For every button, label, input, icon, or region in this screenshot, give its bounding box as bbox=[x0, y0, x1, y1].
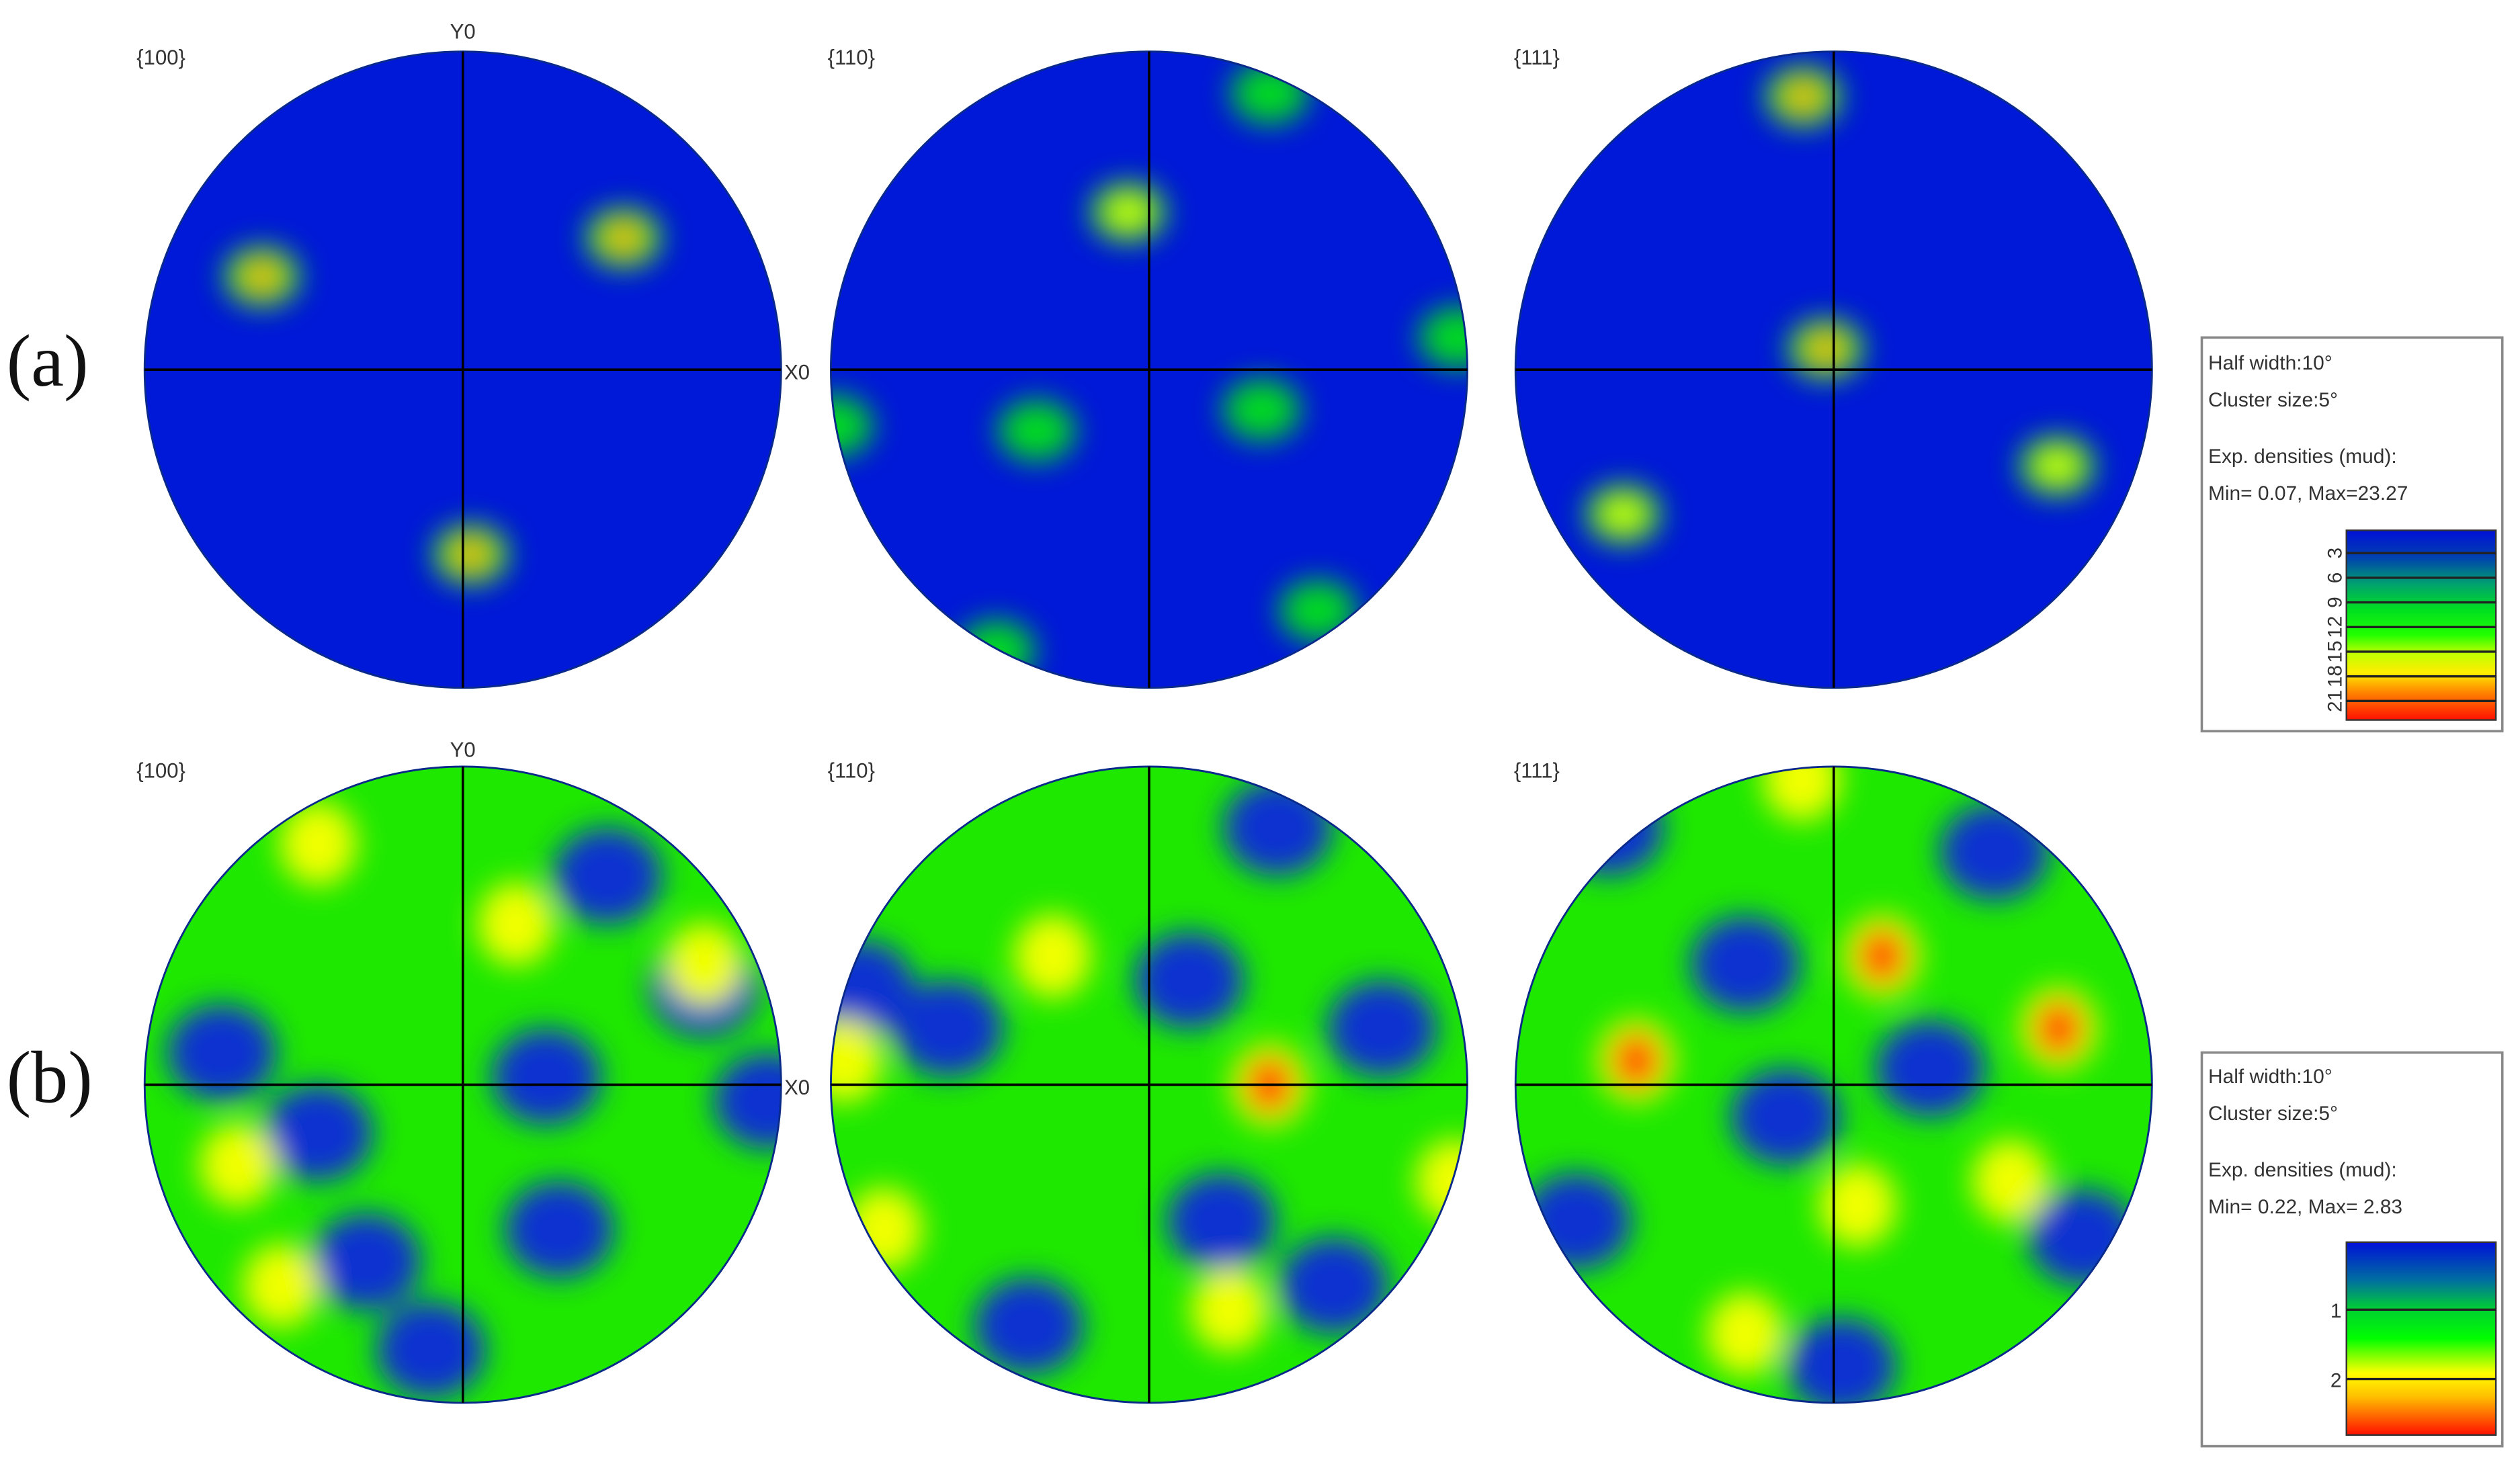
legend-a-densities-label: Exp. densities (mud): bbox=[2208, 445, 2397, 468]
pole-figure-b-110 bbox=[830, 765, 1468, 1404]
density-low bbox=[831, 940, 915, 1037]
density-low bbox=[1875, 1020, 1985, 1117]
density-max bbox=[1859, 929, 1905, 984]
density-low bbox=[1327, 980, 1437, 1077]
legend-b-min-max: Min= 0.22, Max= 2.83 bbox=[2208, 1196, 2402, 1218]
density-peak-core bbox=[2036, 449, 2078, 482]
colorbar bbox=[2345, 1241, 2497, 1436]
plot-title-a-110: {110} bbox=[828, 46, 875, 69]
density-low bbox=[1279, 1237, 1389, 1334]
density-high bbox=[199, 1123, 277, 1207]
density-high bbox=[243, 1244, 320, 1328]
colorbar-tick-label: 15 bbox=[2324, 640, 2347, 662]
pole-figure-a-100 bbox=[143, 50, 782, 689]
legend-b-densities-label: Exp. densities (mud): bbox=[2208, 1159, 2397, 1181]
colorbar-tick-label: 18 bbox=[2324, 665, 2347, 687]
colorbar bbox=[2345, 529, 2497, 721]
density-peak bbox=[1419, 306, 1468, 368]
density-peak-max bbox=[458, 543, 484, 566]
pole-figure-a-110 bbox=[830, 50, 1468, 689]
density-low bbox=[1730, 1068, 1841, 1166]
density-peak-max bbox=[610, 226, 637, 249]
x-axis-label-b: X0 bbox=[784, 1076, 810, 1099]
density-peak-max bbox=[1790, 85, 1816, 108]
density-low bbox=[893, 980, 1003, 1077]
density-low bbox=[1690, 916, 1800, 1013]
pole-figure-a-111 bbox=[1514, 50, 2153, 689]
y-axis-label-a: Y0 bbox=[450, 20, 476, 44]
density-max bbox=[1613, 1033, 1659, 1088]
legend-b: Half width:10° Cluster size:5° Exp. dens… bbox=[2200, 1051, 2504, 1448]
colorbar-tick-label: 1 bbox=[2330, 1300, 2342, 1322]
density-peak bbox=[1222, 379, 1300, 441]
density-peak bbox=[998, 400, 1075, 462]
plot-title-b-111: {111} bbox=[1514, 759, 1560, 783]
density-peak-max bbox=[249, 265, 275, 288]
density-peak-core bbox=[1107, 196, 1149, 228]
density-low bbox=[263, 1084, 373, 1181]
density-low bbox=[491, 1028, 601, 1125]
pole-figure-b-100 bbox=[143, 765, 782, 1404]
density-peak bbox=[831, 395, 873, 457]
density-high bbox=[1191, 1268, 1268, 1352]
colorbar-tick-label: 6 bbox=[2324, 572, 2347, 584]
density-high bbox=[665, 922, 743, 1006]
density-peak bbox=[1279, 580, 1357, 642]
plot-title-a-100: {100} bbox=[136, 46, 185, 69]
density-high bbox=[1014, 914, 1091, 998]
legend-a-cluster-size: Cluster size:5° bbox=[2208, 389, 2338, 411]
panel-label-a: (a) bbox=[7, 320, 89, 402]
colorbar-tick-label: 9 bbox=[2324, 597, 2347, 608]
density-low bbox=[1134, 932, 1245, 1029]
density-high bbox=[1819, 1163, 1897, 1248]
density-high bbox=[1706, 1291, 1784, 1376]
plot-title-b-100: {100} bbox=[136, 759, 185, 783]
density-low bbox=[167, 1004, 277, 1101]
legend-b-half-width: Half width:10° bbox=[2208, 1066, 2333, 1088]
pole-figure-b-111 bbox=[1514, 765, 2153, 1404]
legend-a-min-max: Min= 0.07, Max=23.27 bbox=[2208, 482, 2408, 505]
density-peak-core bbox=[1602, 498, 1644, 531]
density-peak-max bbox=[1812, 337, 1839, 360]
density-high bbox=[1972, 1139, 2050, 1223]
density-high bbox=[831, 1019, 882, 1103]
density-low bbox=[504, 1180, 614, 1278]
colorbar-tick-label: 3 bbox=[2324, 548, 2347, 559]
legend-a-half-width: Half width:10° bbox=[2208, 352, 2333, 374]
colorbar-tick-label: 12 bbox=[2324, 616, 2347, 638]
legend-b-cluster-size: Cluster size:5° bbox=[2208, 1103, 2338, 1125]
density-low bbox=[1167, 1172, 1276, 1270]
density-low bbox=[552, 827, 663, 924]
colorbar-tick-label: 21 bbox=[2324, 690, 2347, 712]
density-peak bbox=[1230, 62, 1308, 124]
density-low bbox=[2028, 1189, 2138, 1286]
density-high bbox=[477, 882, 555, 966]
panel-label-b: (b) bbox=[7, 1037, 93, 1119]
x-axis-label-a: X0 bbox=[784, 361, 810, 384]
density-low bbox=[974, 1277, 1083, 1374]
plot-title-b-110: {110} bbox=[828, 759, 875, 783]
density-low bbox=[1939, 803, 2050, 900]
plot-title-a-111: {111} bbox=[1514, 46, 1560, 69]
density-max bbox=[2036, 1001, 2082, 1056]
legend-a: Half width:10° Cluster size:5° Exp. dens… bbox=[2200, 336, 2504, 733]
y-axis-label-b: Y0 bbox=[450, 738, 476, 762]
density-low bbox=[713, 1052, 782, 1150]
density-high bbox=[1415, 1139, 1468, 1223]
density-high bbox=[1763, 766, 1841, 822]
density-high bbox=[845, 1187, 923, 1271]
density-high bbox=[280, 802, 357, 886]
colorbar-tick-label: 2 bbox=[2330, 1370, 2342, 1392]
density-low bbox=[1787, 1318, 1897, 1403]
density-low bbox=[311, 1213, 421, 1310]
density-low bbox=[1521, 1172, 1632, 1270]
density-peak bbox=[958, 620, 1036, 682]
density-low bbox=[376, 1301, 486, 1398]
